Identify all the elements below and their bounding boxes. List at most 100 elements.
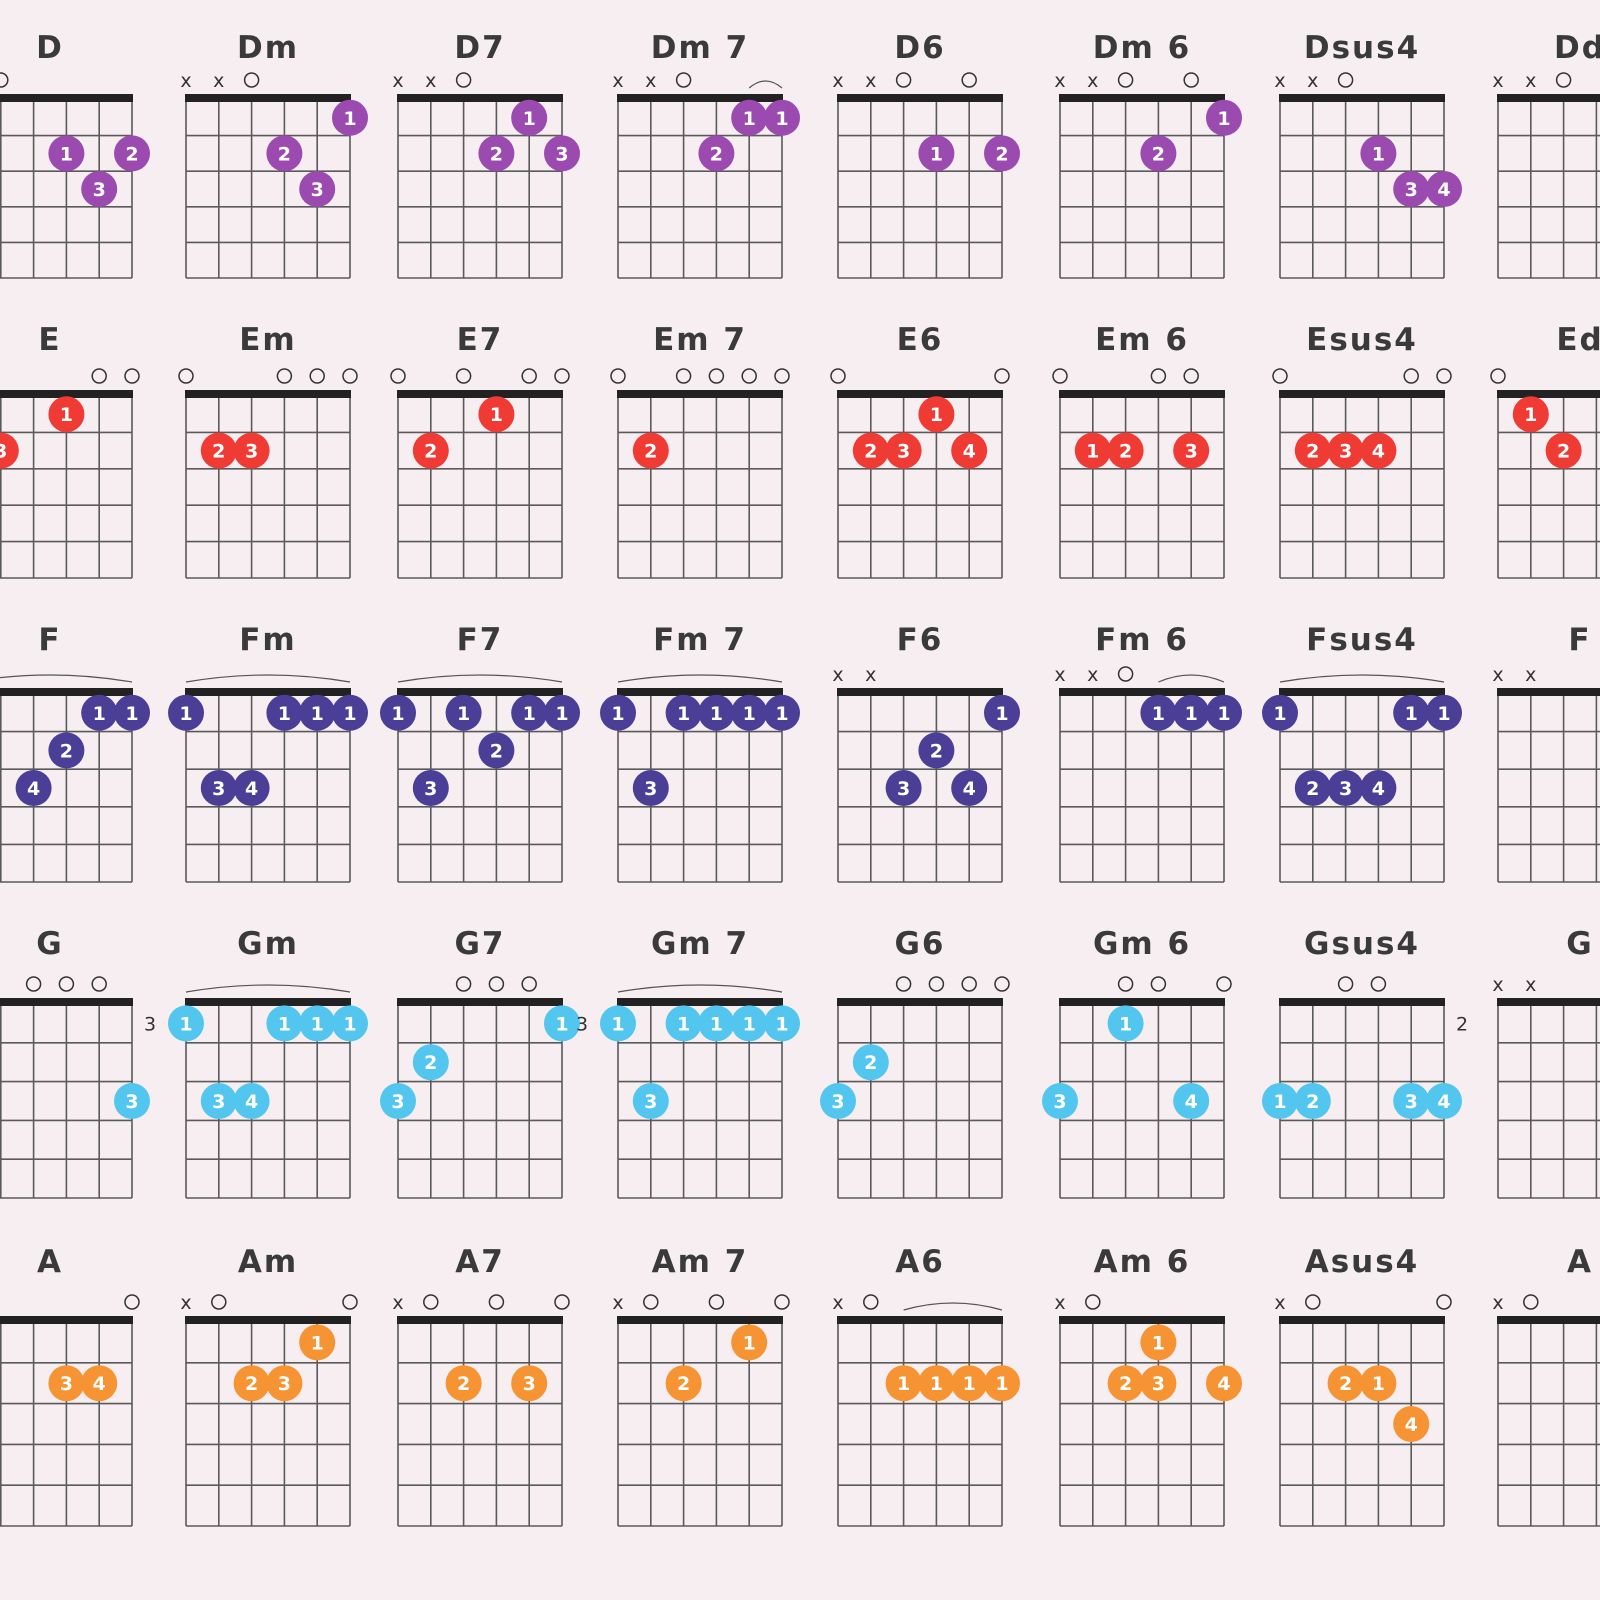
finger-number: 1 <box>179 1013 192 1035</box>
nut-bar <box>1497 390 1600 398</box>
finger-dot: 1 <box>1074 432 1111 469</box>
chord-diagram: 1 3 4 <box>1042 976 1232 1199</box>
chord-name: Dsus4 <box>1303 30 1421 66</box>
chord-name: Gm 7 <box>650 926 750 962</box>
finger-dot: 1 <box>665 694 702 731</box>
open-string-marker <box>741 368 757 384</box>
finger-dot: 1 <box>299 694 336 731</box>
finger-dot-circle <box>885 432 922 469</box>
finger-dot: 3 <box>1393 1083 1430 1119</box>
finger-dot-circle <box>299 171 336 207</box>
finger-dot: 1 <box>984 1365 1020 1402</box>
chord-name: Em 6 <box>1095 322 1189 358</box>
barre-arc <box>617 674 783 683</box>
nut-bar <box>1059 998 1225 1006</box>
chord-diagram: 13 <box>0 368 140 579</box>
open-string-marker <box>178 368 194 384</box>
finger-dot-circle <box>1140 1324 1177 1361</box>
finger-dot: 1 <box>1393 694 1430 731</box>
open-string-marker <box>309 368 325 384</box>
finger-dot: 1 <box>918 1365 955 1402</box>
finger-dot-circle <box>1393 1406 1430 1442</box>
finger-number: 4 <box>1372 441 1385 463</box>
chord-name: Gm <box>237 926 299 962</box>
finger-dot-circle <box>1327 770 1364 806</box>
finger-dot-circle <box>380 694 416 731</box>
open-string-marker <box>1490 368 1506 384</box>
finger-dot-circle <box>1173 694 1210 731</box>
barre-arc <box>0 674 133 683</box>
nut-bar <box>617 688 783 696</box>
finger-dot-circle <box>332 99 368 136</box>
finger-dot-circle <box>764 99 800 136</box>
muted-string-marker: x <box>832 664 843 686</box>
finger-dot: 1 <box>1512 396 1549 433</box>
finger-dot: 1 <box>1426 694 1462 731</box>
finger-dot: 1 <box>332 694 368 731</box>
nut-bar <box>185 998 351 1006</box>
finger-dot: 2 <box>233 1365 270 1402</box>
finger-number: 1 <box>1119 1013 1132 1035</box>
finger-dot: 2 <box>478 135 515 172</box>
finger-number: 1 <box>930 1373 943 1395</box>
finger-dot: 2 <box>200 432 237 469</box>
finger-dot-circle <box>200 1083 237 1119</box>
finger-number: 2 <box>60 740 73 762</box>
finger-dot-circle <box>1074 432 1111 469</box>
open-string-marker <box>895 72 912 88</box>
finger-dot: 2 <box>1107 1365 1144 1402</box>
finger-number: 3 <box>644 1091 657 1113</box>
finger-dot: 1 <box>1140 694 1177 731</box>
nut-bar <box>1279 998 1445 1006</box>
finger-dot-circle <box>951 770 988 806</box>
finger-dot-circle <box>544 1005 580 1042</box>
finger-dot-circle <box>632 1083 669 1119</box>
finger-dot-circle <box>168 694 204 731</box>
finger-number: 2 <box>864 1052 877 1074</box>
finger-dot-circle <box>48 135 85 172</box>
muted-string-marker: x <box>832 1292 843 1314</box>
finger-dot: 1 <box>511 99 548 136</box>
finger-number: 1 <box>611 1013 624 1035</box>
finger-number: 2 <box>125 143 138 165</box>
nut-bar <box>1497 998 1600 1006</box>
finger-dot-circle <box>1545 432 1582 469</box>
finger-dot-circle <box>1140 135 1177 172</box>
open-string-marker <box>1555 72 1572 88</box>
open-string-marker <box>455 976 472 992</box>
open-string-marker <box>961 72 977 88</box>
finger-dot: 3 <box>885 770 922 806</box>
chord-name: G7 <box>454 926 506 962</box>
nut-bar <box>837 998 1003 1006</box>
fretboard-grid <box>1059 395 1225 579</box>
finger-dot-circle <box>1393 694 1430 731</box>
chord-name: Fm 6 <box>1095 622 1189 658</box>
finger-number: 1 <box>311 703 324 725</box>
finger-dot-circle <box>918 1365 955 1402</box>
finger-number: 1 <box>995 1373 1008 1395</box>
fretboard-grid <box>397 1321 563 1527</box>
finger-dot-circle <box>1107 432 1144 469</box>
muted-string-marker: x <box>832 70 843 92</box>
nut-bar <box>397 390 563 398</box>
finger-dot-circle <box>665 1005 702 1042</box>
finger-dot: 3 <box>81 171 118 207</box>
finger-number: 1 <box>897 1373 910 1395</box>
chord-name: Fm 7 <box>653 622 747 658</box>
nut-bar <box>1279 1316 1445 1324</box>
finger-number: 3 <box>897 778 910 800</box>
barre-arc <box>185 674 351 683</box>
nut-bar <box>1497 94 1600 102</box>
muted-string-marker: x <box>1274 1292 1285 1314</box>
finger-dot-circle <box>984 135 1020 172</box>
finger-number: 1 <box>775 1013 788 1035</box>
fretboard-grid <box>1497 693 1600 883</box>
finger-dot-circle <box>233 770 270 806</box>
finger-dot: 4 <box>1360 432 1397 469</box>
